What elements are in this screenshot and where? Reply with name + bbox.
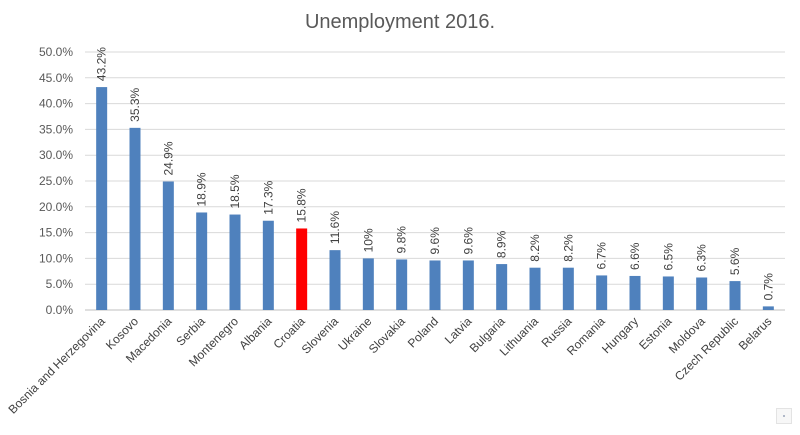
bar [396,259,408,310]
bar [129,127,141,311]
y-axis-tick-labels: 0.0% 5.0% 10.0% 15.0% 20.0% 25.0% 30.0% 35.0% 40… [39,45,73,317]
data-label: 18.5% [228,174,242,208]
data-label: 10% [361,228,375,252]
y-tick-label: 5.0% [46,277,74,291]
chart-title: Unemployment 2016. [305,11,495,33]
y-tick-label: 15.0% [39,226,73,240]
bar [596,275,608,310]
data-label: 6.5% [661,243,675,271]
bar [696,277,708,310]
bar [429,260,441,310]
x-tick-label: Albania [236,314,274,352]
bar [296,228,308,310]
x-tick-label: Poland [405,314,441,350]
bar [562,267,574,310]
data-label: 9.6% [428,227,442,255]
data-label: 5.6% [728,247,742,275]
bar [362,258,374,310]
x-tick-label: Slovenia [299,314,342,357]
data-label: 9.8% [395,226,409,254]
y-tick-label: 45.0% [39,71,73,85]
x-tick-label: Bosnia and Herzegovina [5,314,108,417]
bar [329,250,341,310]
data-label: 15.8% [295,188,309,222]
y-tick-label: 10.0% [39,251,73,265]
bar [662,276,674,310]
bar [496,264,508,310]
data-label: 6.6% [628,242,642,270]
bar [96,87,108,310]
data-label: 8.9% [495,230,509,258]
data-label: 8.2% [528,234,542,262]
data-label: 35.3% [128,87,142,121]
bar [229,214,241,310]
bar [729,281,741,310]
data-label: 6.3% [695,244,709,272]
data-labels: 43.2% 35.3% 24.9% 18.9% 18.5% 17.3% 15.8% 11.6%… [95,47,776,301]
data-label: 9.6% [461,227,475,255]
chart-options-icon[interactable] [776,408,792,424]
data-label: 18.9% [195,172,209,206]
x-tick-label: Belarus [736,314,775,353]
bars [96,87,774,311]
data-label: 0.7% [761,273,775,301]
y-tick-label: 35.0% [39,122,73,136]
y-tick-label: 25.0% [39,174,73,188]
bar [262,220,274,310]
y-tick-label: 40.0% [39,97,73,111]
y-tick-label: 30.0% [39,148,73,162]
y-tick-label: 20.0% [39,200,73,214]
x-tick-label: Slovakia [366,314,408,356]
x-tick-label: Hungary [599,314,641,356]
data-label: 8.2% [561,234,575,262]
data-label: 43.2% [95,47,109,81]
data-label: 6.7% [595,242,609,270]
x-axis-category-labels: Bosnia and HerzegovinaKosovoMacedoniaSer… [5,314,774,417]
data-label: 17.3% [261,180,275,214]
y-tick-label: 50.0% [39,45,73,59]
bar [196,212,208,310]
y-tick-label: 0.0% [46,303,74,317]
bar [162,181,174,310]
bar [629,275,641,310]
bar [762,306,774,310]
data-label: 24.9% [161,141,175,175]
bar [462,260,474,310]
bar [529,267,541,310]
data-label: 11.6% [328,211,342,244]
